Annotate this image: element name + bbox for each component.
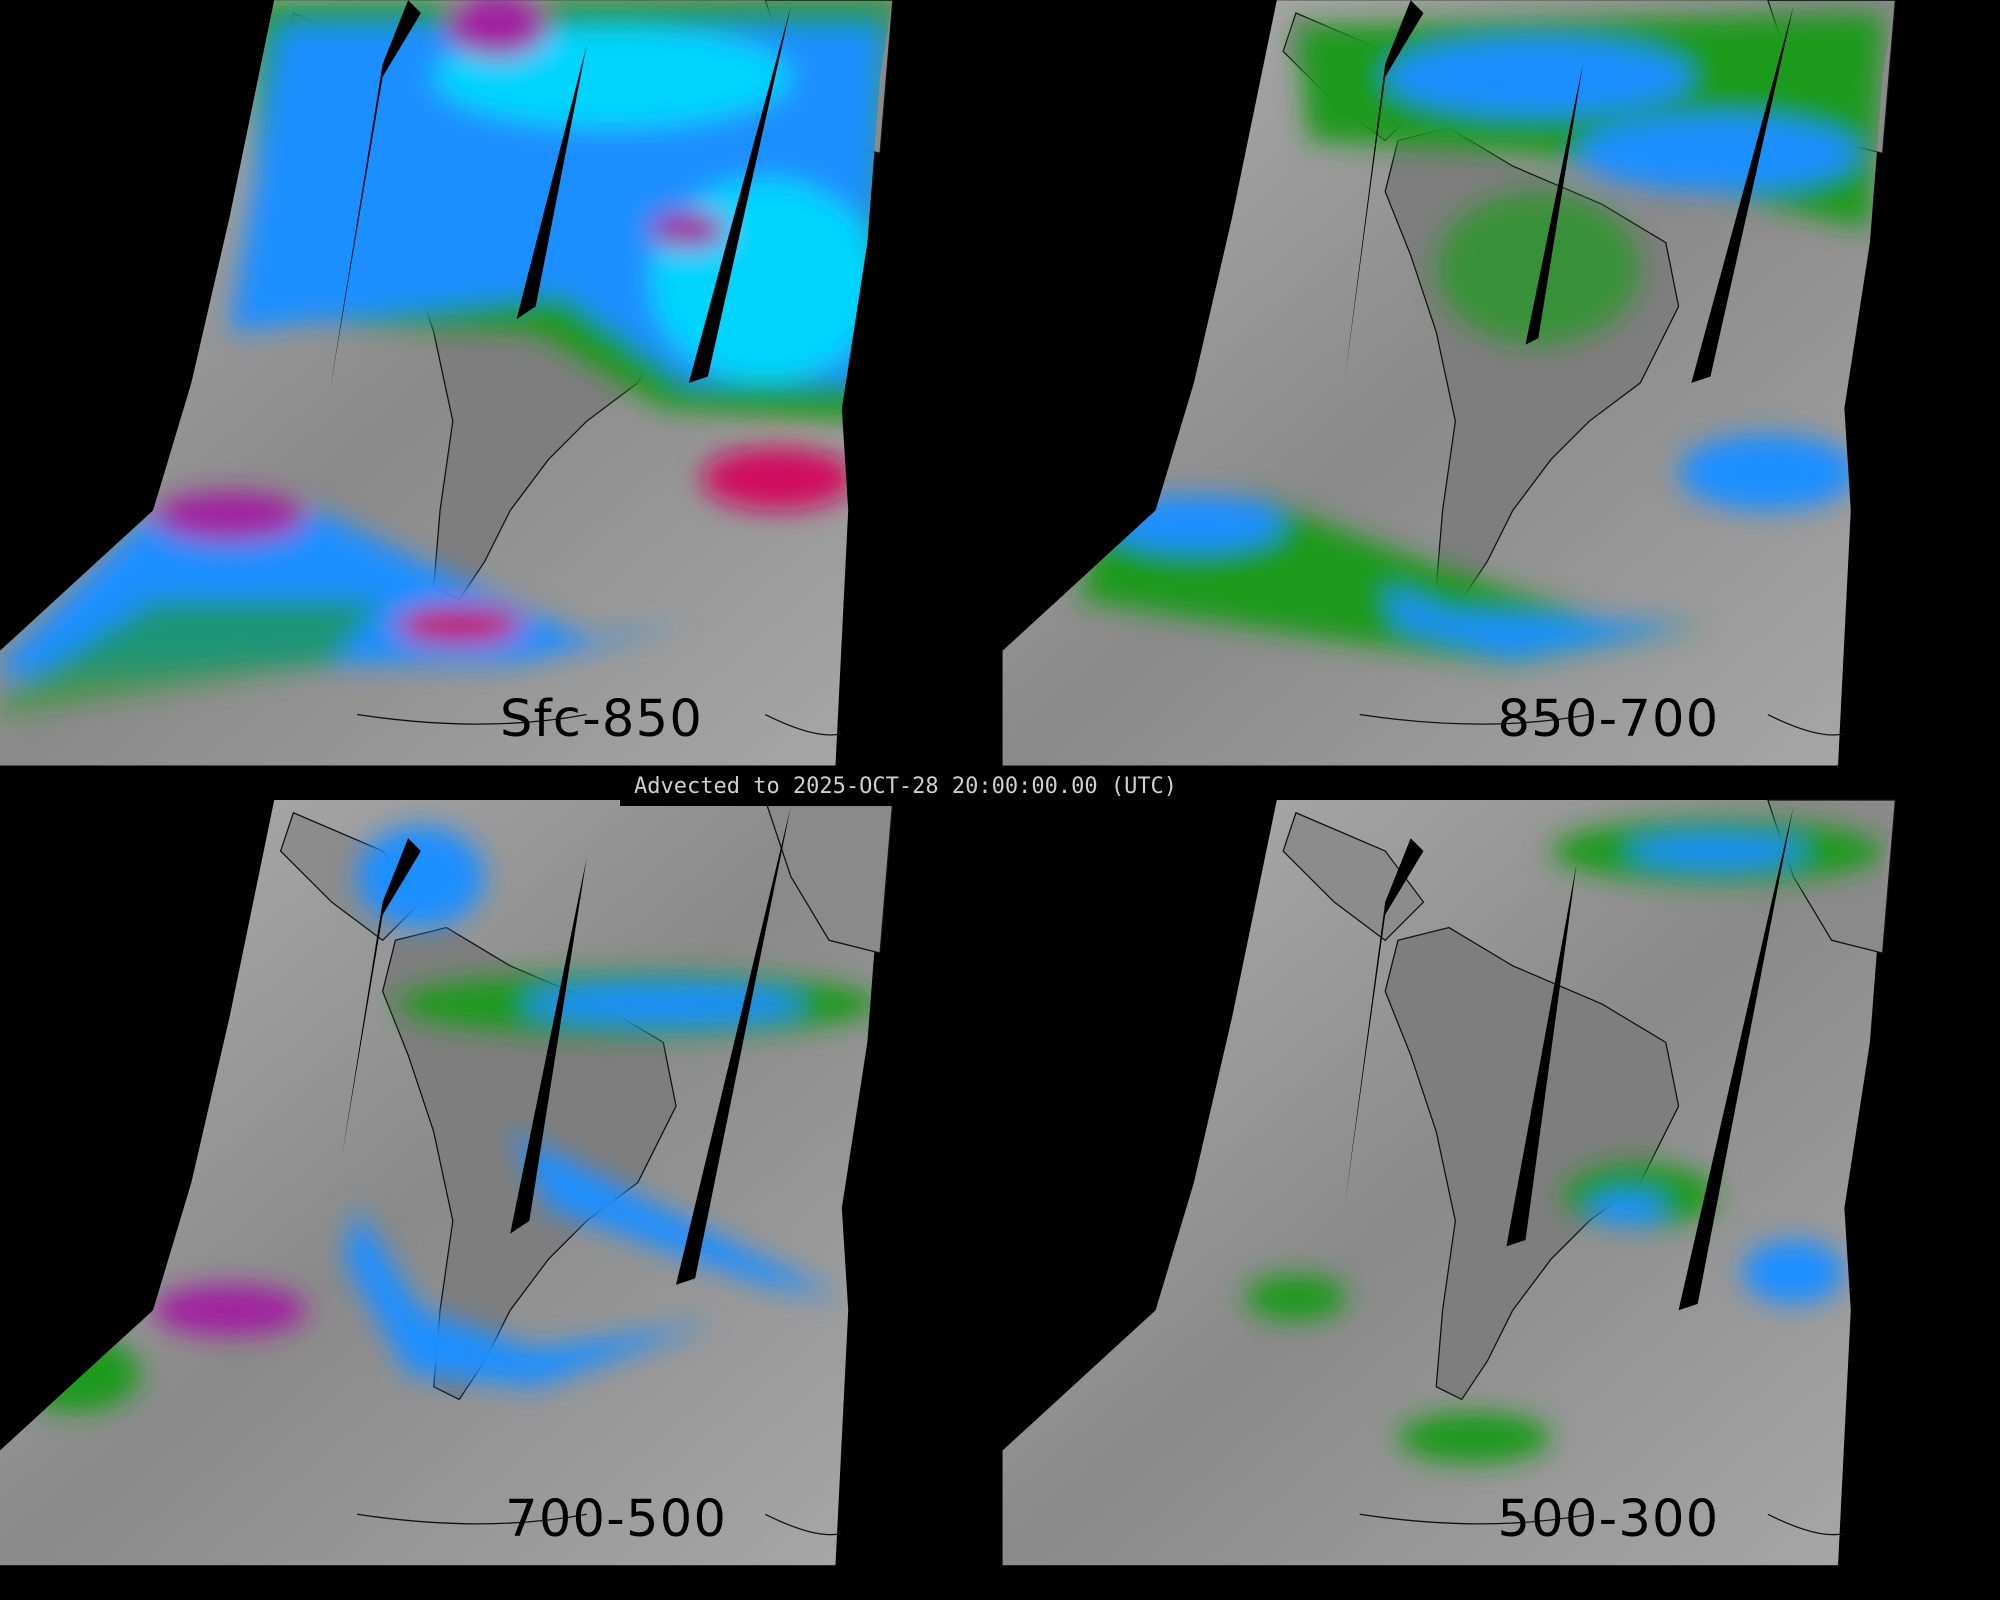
panel-label-850-700: 850-700 <box>1497 690 1719 749</box>
panel-850-700: 850-700 <box>1001 0 1897 767</box>
panel-sfc-850: Sfc-850 <box>0 0 894 767</box>
panel-700-500: 700-500 <box>0 799 894 1566</box>
advection-timestamp: Advected to 2025-OCT-28 20:00:00.00 (UTC… <box>620 768 1186 806</box>
panel-label-500-300: 500-300 <box>1497 1490 1719 1549</box>
panel-label-700-500: 700-500 <box>505 1490 727 1549</box>
panel-label-sfc-850: Sfc-850 <box>500 690 703 749</box>
panel-500-300: 500-300 <box>1001 799 1897 1566</box>
